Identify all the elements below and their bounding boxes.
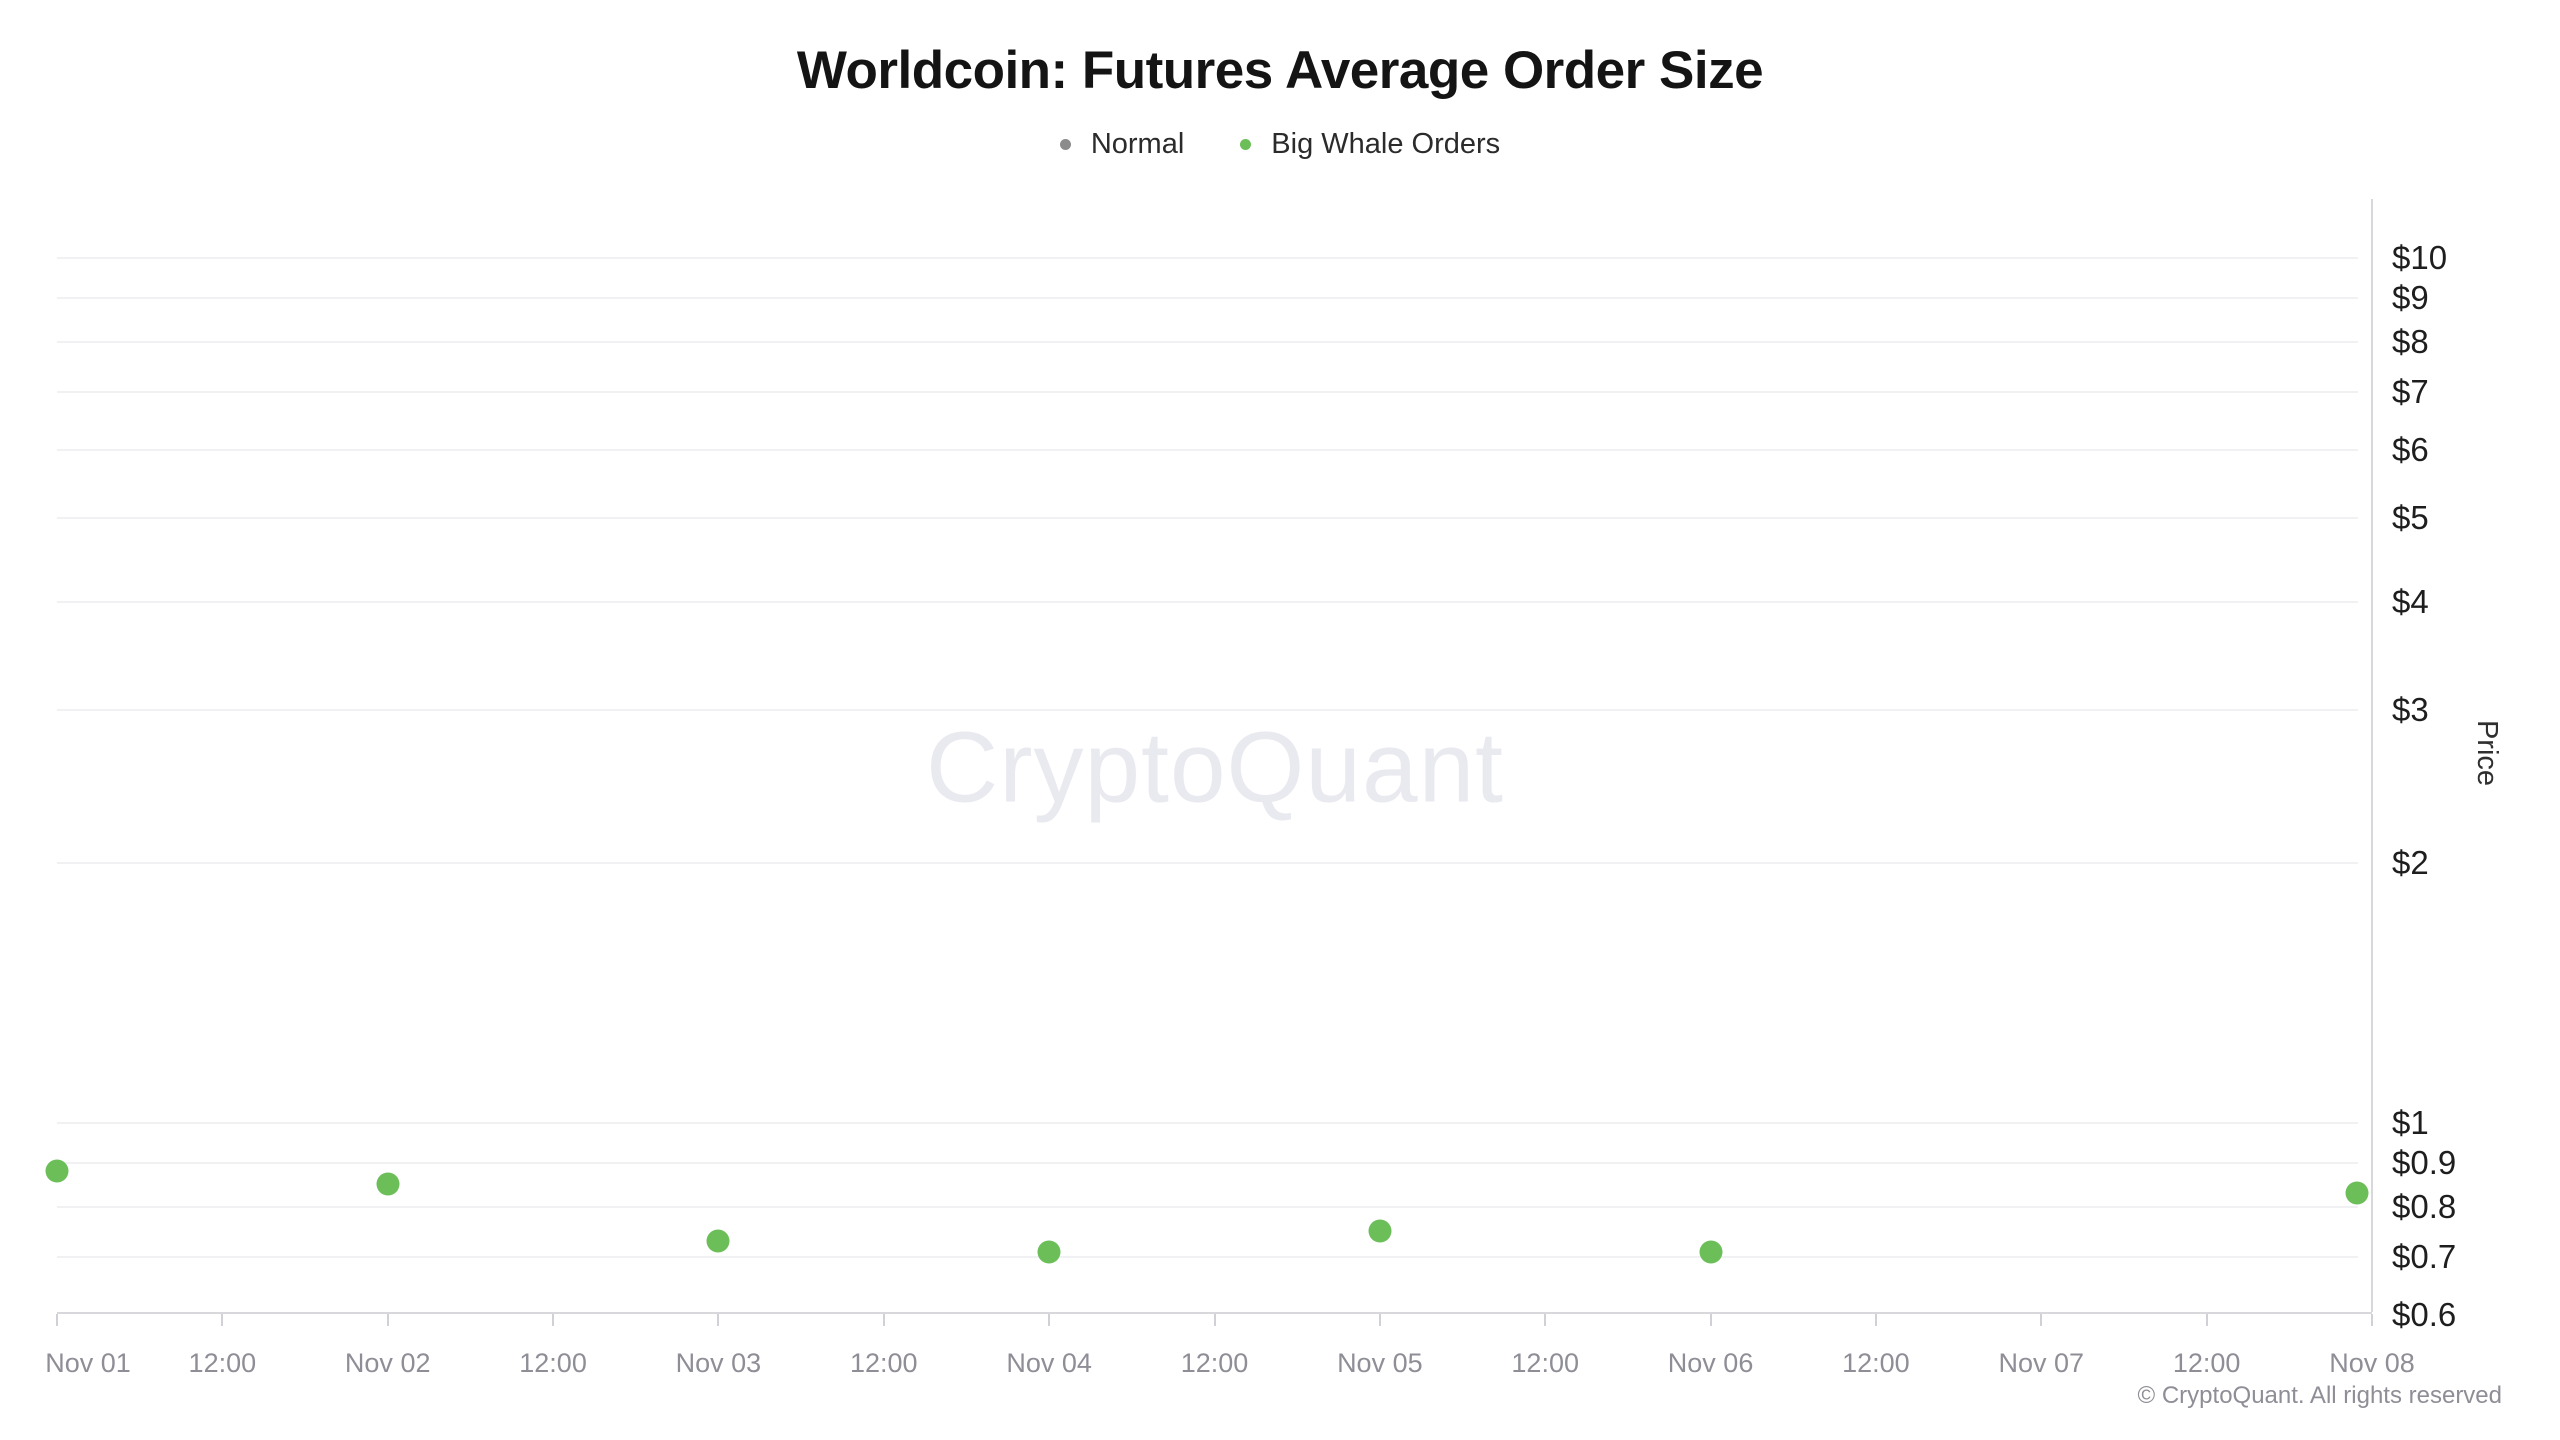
y-gridline: [57, 390, 2358, 393]
big-whale-series-dot-icon: [1240, 139, 1252, 150]
legend-item-normal[interactable]: Normal: [1059, 128, 1185, 161]
y-gridline: [57, 709, 2358, 712]
x-axis-tick: [56, 1314, 58, 1326]
x-axis-tick: [1544, 1314, 1547, 1326]
x-axis-tick-label: 12:00: [1842, 1348, 1910, 1378]
x-axis-tick-label: 12:00: [1180, 1348, 1249, 1378]
y-axis-tick-label: $1: [2392, 1104, 2429, 1141]
y-axis-tick-label: $0.9: [2392, 1143, 2457, 1181]
x-axis-tick: [221, 1314, 224, 1326]
data-point[interactable]: [376, 1172, 400, 1196]
x-axis-tick: [386, 1314, 389, 1326]
y-gridline: [57, 1205, 2358, 1208]
y-gridline: [57, 1255, 2358, 1258]
x-axis-tick: [2371, 1314, 2373, 1326]
x-axis-tick: [2040, 1314, 2043, 1326]
y-gridline: [57, 517, 2358, 520]
x-axis-line: [57, 1312, 2372, 1314]
y-gridline: [57, 1161, 2358, 1164]
y-axis-tick-label: $6: [2392, 430, 2429, 468]
y-axis-tick-label: $7: [2392, 372, 2429, 410]
x-axis-tick-label: 12:00: [1511, 1348, 1579, 1378]
x-axis-tick: [1874, 1314, 1877, 1326]
page-title: Worldcoin: Futures Average Order Size: [796, 41, 1764, 100]
x-axis-tick-label: Nov 04: [1006, 1348, 1092, 1378]
y-gridline: [57, 601, 2358, 604]
x-axis-tick: [1213, 1314, 1216, 1326]
x-axis-tick-label: 12:00: [2172, 1348, 2241, 1378]
y-axis-tick-label: $3: [2392, 691, 2429, 729]
y-axis-line: [2371, 199, 2373, 1312]
y-gridline: [57, 296, 2358, 299]
y-axis-tick-label: $9: [2392, 278, 2429, 316]
y-gridline: [57, 340, 2358, 343]
y-axis-tick-label: $0.7: [2392, 1237, 2457, 1275]
x-axis-tick-label: Nov 05: [1337, 1348, 1423, 1378]
y-axis-tick-label: $5: [2392, 499, 2429, 537]
normal-series-dot-icon: [1059, 139, 1071, 150]
legend-label-normal: Normal: [1090, 128, 1185, 160]
y-axis-tick-label: $8: [2392, 322, 2429, 360]
y-gridline: [57, 861, 2358, 864]
data-point[interactable]: [1368, 1219, 1392, 1243]
data-point[interactable]: [1699, 1240, 1723, 1264]
x-axis-tick-label: Nov 01: [45, 1348, 131, 1378]
y-axis-tick-label: $4: [2392, 583, 2429, 621]
x-axis-tick: [552, 1314, 555, 1326]
x-axis-tick: [1048, 1314, 1051, 1326]
legend-item-big-whale-orders[interactable]: Big Whale Orders: [1240, 128, 1500, 161]
x-axis-tick-label: 12:00: [188, 1348, 257, 1378]
legend-label-big-whale-orders: Big Whale Orders: [1271, 128, 1501, 160]
copyright-notice: © CryptoQuant. All rights reserved: [2137, 1382, 2503, 1409]
y-gridline: [57, 448, 2358, 451]
x-axis-tick: [1709, 1314, 1712, 1326]
chart-legend: Normal Big Whale Orders: [0, 128, 2560, 161]
x-axis-tick: [2205, 1314, 2208, 1326]
y-axis-title: Price: [2471, 719, 2503, 787]
x-axis-tick-label: Nov 07: [1998, 1348, 2085, 1378]
data-point[interactable]: [2345, 1181, 2369, 1205]
x-axis-tick-label: Nov 03: [675, 1348, 762, 1378]
x-axis-tick-label: Nov 02: [344, 1348, 431, 1378]
x-axis-tick: [882, 1314, 885, 1326]
x-axis-tick-label: Nov 06: [1667, 1348, 1754, 1378]
x-axis-tick-label: 12:00: [519, 1348, 587, 1378]
y-axis-tick-label: $0.8: [2392, 1187, 2457, 1225]
data-point[interactable]: [706, 1229, 730, 1253]
x-axis-tick: [1378, 1314, 1381, 1326]
y-axis-tick-label: $2: [2392, 843, 2429, 881]
y-axis-tick-label: $10: [2392, 239, 2448, 276]
data-point[interactable]: [1037, 1240, 1061, 1264]
data-point[interactable]: [45, 1159, 69, 1183]
y-gridline: [57, 1122, 2358, 1124]
x-axis-tick-label: 12:00: [849, 1348, 918, 1378]
y-axis-tick-label: $0.6: [2392, 1295, 2457, 1333]
x-axis-tick-label: Nov 08: [2329, 1348, 2415, 1378]
x-axis-tick: [717, 1314, 720, 1326]
y-gridline: [57, 257, 2358, 259]
cryptoquant-watermark: CryptoQuant: [926, 711, 1504, 824]
